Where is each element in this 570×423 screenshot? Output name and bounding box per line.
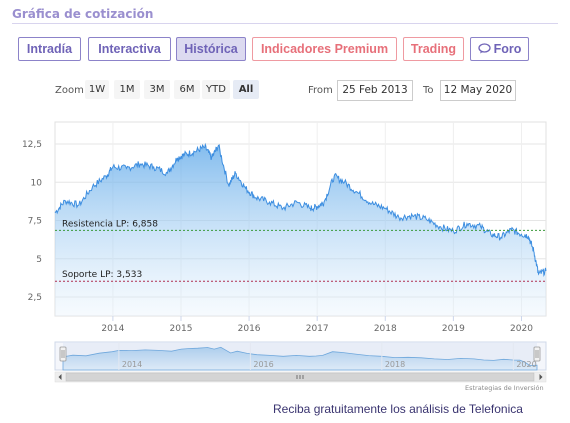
scrollbar-left-arrow-icon[interactable]: [58, 374, 62, 380]
x-tick-label: 2020: [510, 324, 533, 334]
y-tick-label: 5: [36, 255, 42, 265]
y-tick-label: 10: [31, 178, 43, 188]
zoom-1m-button[interactable]: 1M: [114, 80, 140, 99]
zoom-ytd-button[interactable]: YTD: [202, 80, 230, 99]
navigator-tick-label: 2014: [122, 360, 142, 369]
chat-bubble-icon: [477, 39, 491, 61]
chart-credit: Estrategias de Inversión: [465, 384, 544, 392]
zoom-1w-button[interactable]: 1W: [85, 80, 109, 99]
y-tick-label: 12,5: [22, 140, 42, 150]
tab-interactiva[interactable]: Interactiva: [88, 37, 171, 61]
tab-foro[interactable]: Foro: [470, 37, 529, 61]
navigator-tick-label: 2020: [516, 360, 536, 369]
x-tick-label: 2019: [442, 324, 465, 334]
tab-historica[interactable]: Histórica: [176, 37, 246, 61]
resistance-label: Resistencia LP: 6,858: [62, 219, 158, 229]
navigator-series: [62, 346, 538, 371]
y-tick-label: 2,5: [28, 293, 42, 303]
tab-trading[interactable]: Trading: [403, 37, 464, 61]
zoom-all-button[interactable]: All: [233, 80, 259, 99]
navigator-right-handle[interactable]: [533, 346, 541, 362]
x-tick-label: 2017: [306, 324, 329, 334]
price-line: [54, 142, 547, 277]
x-tick-label: 2015: [170, 324, 193, 334]
x-tick-label: 2016: [238, 324, 261, 334]
x-tick-label: 2018: [374, 324, 397, 334]
tab-indicadores-premium[interactable]: Indicadores Premium: [252, 37, 397, 61]
navigator-tick-label: 2016: [253, 360, 273, 369]
tab-intradia[interactable]: Intradía: [18, 37, 81, 61]
tab-foro-label: Foro: [493, 42, 522, 56]
zoom-6m-button[interactable]: 6M: [174, 80, 200, 99]
y-tick-label: 7,5: [28, 217, 42, 227]
from-date-input[interactable]: 25 Feb 2013: [337, 80, 413, 101]
navigator-tick-label: 2018: [385, 360, 405, 369]
x-tick-label: 2014: [101, 324, 124, 334]
to-date-input[interactable]: 12 May 2020: [440, 80, 516, 101]
zoom-label: Zoom: [55, 85, 84, 96]
support-label: Soporte LP: 3,533: [62, 270, 142, 280]
page-title: Gráfica de cotización: [12, 7, 154, 21]
from-label: From: [308, 85, 333, 96]
title-divider: [12, 23, 558, 24]
scrollbar-right-arrow-icon[interactable]: [539, 374, 543, 380]
zoom-3m-button[interactable]: 3M: [144, 80, 170, 99]
telefonica-analysis-link[interactable]: Reciba gratuitamente los análisis de Tel…: [273, 402, 523, 416]
to-label: To: [423, 85, 434, 96]
navigator-left-handle[interactable]: [59, 346, 67, 362]
